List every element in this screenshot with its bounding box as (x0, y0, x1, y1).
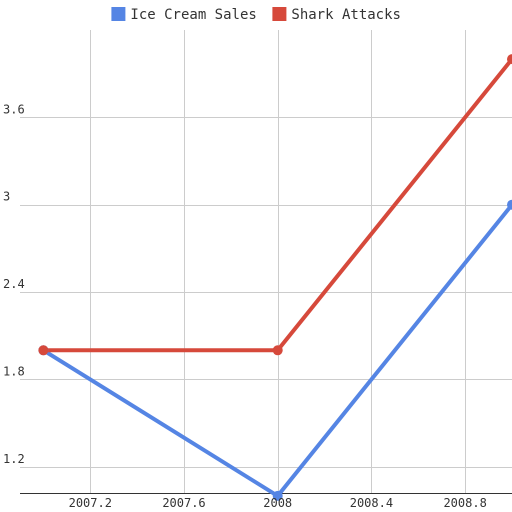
data-point-0-1 (272, 490, 283, 501)
y-tick-label: 1.2 (3, 452, 25, 466)
legend-label-1: Shark Attacks (291, 7, 401, 23)
x-tick-label: 2008 (263, 496, 292, 510)
series-lines (41, 57, 512, 498)
data-point-1-2 (507, 54, 512, 65)
data-point-1-0 (38, 345, 49, 356)
y-tick-label: 1.8 (3, 364, 25, 378)
data-point-0-2 (507, 199, 512, 210)
legend-swatch-1 (272, 7, 287, 21)
x-tick-label: 2007.6 (162, 496, 205, 510)
gridlines (20, 30, 512, 493)
x-tick-labels: 2007.2 2007.6 2008 2008.4 2008.8 (69, 496, 487, 510)
legend-label-0: Ice Cream Sales (130, 7, 256, 23)
series-line-1 (41, 57, 512, 353)
x-tick-label: 2008.8 (443, 496, 486, 510)
y-tick-label: 3.6 (3, 102, 25, 116)
series-points (38, 54, 512, 501)
data-point-1-1 (272, 345, 283, 356)
legend-swatch-0 (111, 7, 126, 21)
y-tick-labels: 1.2 1.8 2.4 3 3.6 (3, 102, 25, 465)
y-tick-label: 2.4 (3, 277, 25, 291)
legend[interactable]: Ice Cream Sales Shark Attacks (111, 7, 401, 23)
x-tick-label: 2008.4 (350, 496, 393, 510)
x-tick-label: 2007.2 (69, 496, 112, 510)
y-tick-label: 3 (3, 190, 10, 204)
